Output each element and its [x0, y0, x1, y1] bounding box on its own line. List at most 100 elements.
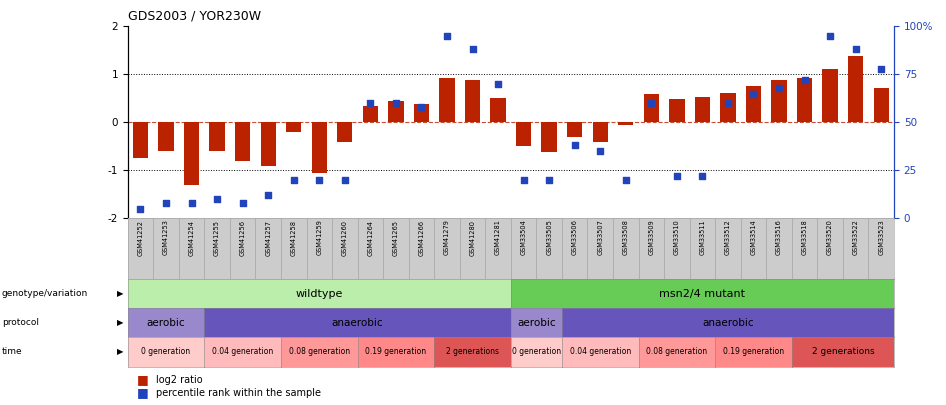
Text: log2 ratio: log2 ratio: [156, 375, 202, 385]
Text: GSM41254: GSM41254: [188, 220, 195, 256]
Point: [745, 90, 761, 97]
Bar: [439, 78, 455, 122]
Text: aerobic: aerobic: [147, 318, 185, 328]
Text: 2 generations: 2 generations: [446, 347, 499, 356]
Bar: [311, 122, 327, 173]
Text: 0.04 generation: 0.04 generation: [569, 347, 631, 356]
Bar: [643, 94, 659, 122]
Bar: [592, 122, 608, 141]
Point: [337, 177, 352, 183]
Text: GSM41257: GSM41257: [265, 220, 272, 256]
Bar: [413, 104, 429, 122]
Bar: [720, 93, 736, 122]
Text: percentile rank within the sample: percentile rank within the sample: [156, 388, 321, 398]
Text: anaerobic: anaerobic: [702, 318, 754, 328]
Text: GSM33516: GSM33516: [776, 220, 782, 255]
Point: [235, 200, 250, 206]
Bar: [158, 122, 174, 151]
Bar: [797, 78, 813, 122]
Text: GSM41255: GSM41255: [214, 220, 220, 256]
Text: GSM33508: GSM33508: [622, 220, 629, 256]
Text: ▶: ▶: [116, 289, 123, 298]
Text: protocol: protocol: [2, 318, 39, 327]
Text: GSM41253: GSM41253: [163, 220, 169, 256]
Text: GSM33506: GSM33506: [571, 220, 578, 256]
Text: GSM33523: GSM33523: [878, 220, 885, 255]
Point: [822, 33, 837, 39]
Text: GDS2003 / YOR230W: GDS2003 / YOR230W: [128, 9, 261, 22]
Text: 2 generations: 2 generations: [812, 347, 874, 356]
Bar: [286, 122, 302, 132]
Bar: [464, 80, 481, 122]
Point: [286, 177, 301, 183]
Point: [720, 100, 735, 107]
Text: GSM41264: GSM41264: [367, 220, 374, 256]
Text: GSM33507: GSM33507: [597, 220, 604, 256]
Text: GSM33520: GSM33520: [827, 220, 833, 256]
Text: ■: ■: [137, 386, 149, 399]
Text: GSM41265: GSM41265: [393, 220, 399, 256]
Bar: [260, 122, 276, 166]
Bar: [618, 122, 634, 125]
Text: genotype/variation: genotype/variation: [2, 289, 88, 298]
Bar: [873, 88, 889, 122]
Text: GSM41260: GSM41260: [342, 220, 348, 256]
Point: [567, 142, 582, 149]
Point: [669, 173, 684, 179]
Bar: [490, 98, 506, 122]
Text: GSM41279: GSM41279: [444, 220, 450, 256]
Bar: [337, 122, 353, 141]
Point: [618, 177, 633, 183]
Text: GSM41280: GSM41280: [469, 220, 476, 256]
Text: 0 generation: 0 generation: [142, 347, 190, 356]
Point: [516, 177, 531, 183]
Point: [362, 100, 377, 107]
Point: [848, 46, 863, 53]
Point: [311, 177, 326, 183]
Text: GSM41252: GSM41252: [137, 220, 144, 256]
Point: [184, 200, 199, 206]
Point: [694, 173, 710, 179]
Point: [797, 77, 812, 83]
Text: GSM41258: GSM41258: [290, 220, 297, 256]
Text: ■: ■: [137, 373, 149, 386]
Bar: [669, 99, 685, 122]
Text: GSM33509: GSM33509: [648, 220, 655, 255]
Bar: [209, 122, 225, 151]
Bar: [567, 122, 583, 137]
Bar: [771, 80, 787, 122]
Bar: [362, 106, 378, 122]
Bar: [516, 122, 532, 146]
Point: [158, 200, 174, 206]
Point: [388, 100, 403, 107]
Point: [464, 46, 480, 53]
Point: [209, 196, 224, 202]
Text: 0.08 generation: 0.08 generation: [646, 347, 708, 356]
Bar: [235, 122, 251, 161]
Text: 0.08 generation: 0.08 generation: [289, 347, 350, 356]
Point: [132, 205, 148, 212]
Text: GSM33522: GSM33522: [852, 220, 859, 256]
Bar: [848, 56, 864, 122]
Text: GSM41281: GSM41281: [495, 220, 501, 256]
Point: [873, 65, 888, 72]
Bar: [822, 68, 838, 122]
Point: [541, 177, 556, 183]
Text: GSM33504: GSM33504: [520, 220, 527, 256]
Text: GSM33514: GSM33514: [750, 220, 757, 255]
Text: GSM41256: GSM41256: [239, 220, 246, 256]
Text: 0.04 generation: 0.04 generation: [212, 347, 273, 356]
Text: GSM41266: GSM41266: [418, 220, 425, 256]
Point: [490, 81, 505, 87]
Text: time: time: [2, 347, 23, 356]
Text: GSM33510: GSM33510: [674, 220, 680, 255]
Text: msn2/4 mutant: msn2/4 mutant: [659, 289, 745, 298]
Text: GSM33512: GSM33512: [725, 220, 731, 255]
Bar: [541, 122, 557, 152]
Bar: [694, 97, 710, 122]
Text: ▶: ▶: [116, 318, 123, 327]
Text: 0.19 generation: 0.19 generation: [723, 347, 784, 356]
Text: ▶: ▶: [116, 347, 123, 356]
Text: anaerobic: anaerobic: [332, 318, 383, 328]
Point: [260, 192, 275, 198]
